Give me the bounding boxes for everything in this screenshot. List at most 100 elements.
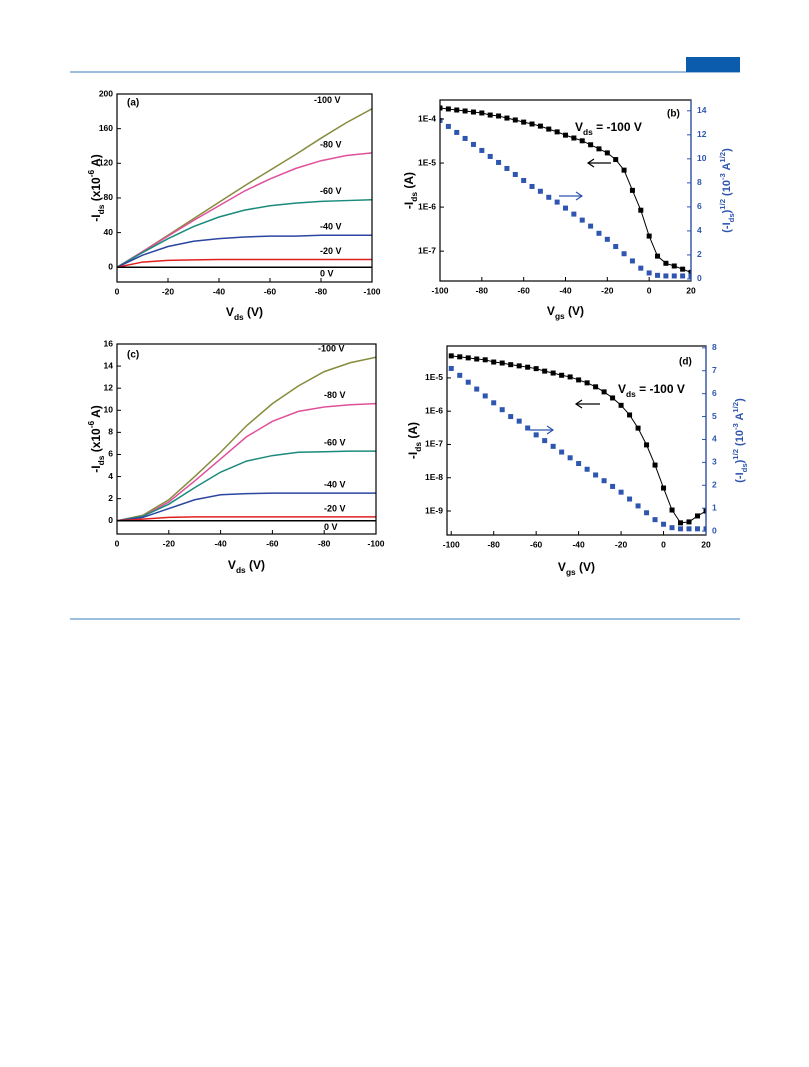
panel-label: (c) <box>127 350 139 361</box>
marker <box>695 526 701 532</box>
series-line <box>117 356 376 522</box>
x-tick-label: -60 <box>264 286 277 296</box>
series-label: -60 V <box>320 186 342 196</box>
x-axis-title-part: (V) <box>576 560 595 574</box>
marker <box>695 513 701 519</box>
series-label: -40 V <box>324 480 346 490</box>
marker <box>440 117 443 123</box>
y2-axis-title-part: ) <box>734 398 746 402</box>
marker <box>554 199 560 205</box>
marker <box>512 171 518 177</box>
marker <box>537 188 543 194</box>
marker <box>680 273 686 279</box>
marker <box>546 126 552 132</box>
x-tick-label: -80 <box>476 285 489 295</box>
x-tick-label: 20 <box>686 285 696 295</box>
marker <box>567 374 573 380</box>
x-axis-title-part: ds <box>234 312 244 322</box>
y2-tick-label: 8 <box>712 342 717 352</box>
y2-axis-title-part: ) <box>721 148 733 152</box>
y-tick-label: 12 <box>104 382 114 392</box>
marker <box>521 119 527 125</box>
y-axis-title-part: -I <box>89 465 103 472</box>
annotation-part: = -100 V <box>636 382 685 396</box>
annotation: Vds = -100 V <box>618 382 685 399</box>
annotation: Vds = -100 V <box>575 120 642 137</box>
marker <box>584 466 590 472</box>
y-tick-label: 160 <box>99 123 113 133</box>
y2-axis-title-part: ds <box>727 213 736 222</box>
marker <box>512 117 518 123</box>
marker <box>629 258 635 264</box>
marker <box>457 354 463 360</box>
plot <box>117 356 376 522</box>
marker <box>669 507 675 513</box>
y-tick-label: 1E-8 <box>425 472 443 482</box>
x-axis-title-part: (V) <box>565 304 584 318</box>
marker <box>661 521 667 527</box>
y-tick-label: 40 <box>104 227 114 237</box>
x-tick-label: -40 <box>559 285 572 295</box>
annotation-part: ds <box>583 127 593 137</box>
y-tick-label: 6 <box>108 449 113 459</box>
y2-tick-label: 10 <box>697 153 707 163</box>
marker <box>529 121 535 127</box>
series-line <box>117 402 376 522</box>
x-tick-label: -100 <box>443 539 460 549</box>
annotation-part: V <box>575 120 583 134</box>
marker <box>584 380 590 386</box>
marker <box>508 362 514 368</box>
x-tick-label: -20 <box>162 286 175 296</box>
x-tick-label: -60 <box>530 539 543 549</box>
x-axis-title-part: gs <box>566 567 576 577</box>
marker <box>479 147 485 153</box>
y2-tick-label: 6 <box>712 388 717 398</box>
arrow-head <box>586 158 595 168</box>
x-tick-label: -100 <box>431 285 448 295</box>
marker <box>470 109 476 115</box>
marker <box>470 141 476 147</box>
marker <box>525 364 531 370</box>
marker <box>604 236 610 242</box>
marker <box>482 357 488 363</box>
marker <box>655 272 661 278</box>
y-axis-title-part: ds <box>409 192 419 202</box>
y-tick-label: 16 <box>104 338 114 348</box>
y2-axis-title-part: 1/2 <box>731 402 740 413</box>
marker <box>576 461 582 467</box>
y-tick-label: 1E-6 <box>418 201 436 211</box>
marker <box>457 372 463 378</box>
marker <box>550 443 556 449</box>
marker <box>525 425 531 431</box>
marker <box>635 503 641 509</box>
x-axis-title-part: gs <box>555 311 565 321</box>
marker <box>563 205 568 211</box>
y2-tick-label: 12 <box>697 129 707 139</box>
y-axis-title-part: (x10 <box>89 177 103 205</box>
y2-axis-title-part: (10 <box>721 180 733 199</box>
marker <box>655 253 661 259</box>
x-axis-title-part: (V) <box>244 305 263 319</box>
y-tick-label: 8 <box>108 427 113 437</box>
marker <box>680 266 686 272</box>
marker <box>593 384 599 390</box>
panel-label: (b) <box>667 109 680 120</box>
annotation-part: V <box>618 382 626 396</box>
x-tick-label: -40 <box>572 539 585 549</box>
marker <box>652 462 658 468</box>
marker <box>567 455 573 461</box>
y2-tick-label: 0 <box>712 525 717 535</box>
marker <box>499 360 505 366</box>
series-line <box>117 152 372 268</box>
marker <box>703 526 706 532</box>
marker <box>533 432 539 438</box>
marker <box>596 230 602 236</box>
y2-axis-title-part: -3 <box>718 173 727 180</box>
marker <box>504 165 510 171</box>
marker <box>563 132 568 138</box>
x-tick-label: 0 <box>115 286 120 296</box>
marker <box>550 370 556 376</box>
y-tick-label: 4 <box>108 471 113 481</box>
x-tick-label: -40 <box>214 538 227 548</box>
